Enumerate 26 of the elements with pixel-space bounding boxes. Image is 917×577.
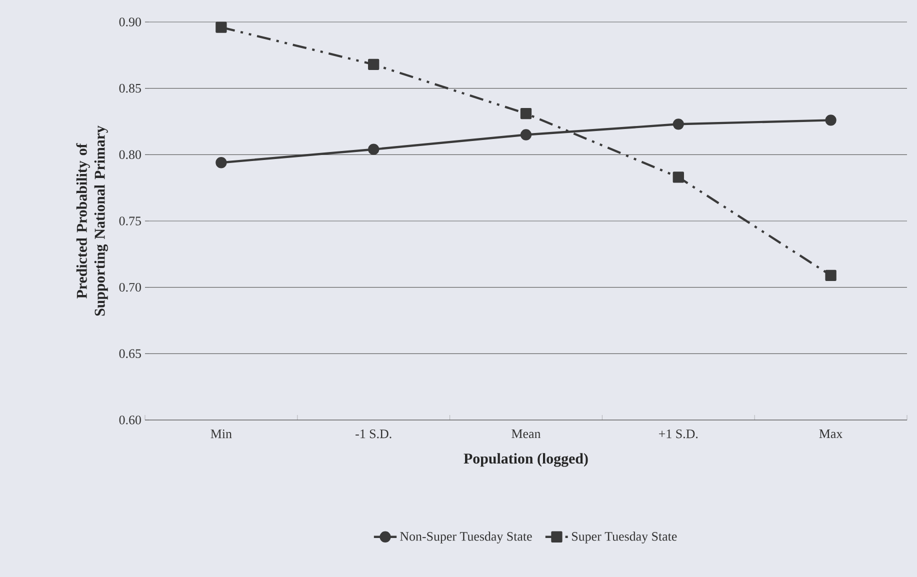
x-tick-label: +1 S.D. <box>659 430 698 438</box>
point <box>825 114 836 126</box>
point <box>368 144 380 155</box>
legend-label: Non-Super Tuesday State <box>400 532 532 544</box>
y-tick-label: 0.60 <box>119 416 141 424</box>
point <box>520 108 532 120</box>
x-tick-label: Max <box>819 430 843 438</box>
legend-label: Super Tuesday State <box>572 532 677 544</box>
point <box>672 118 684 130</box>
x-axis-title: Population (logged) <box>464 453 588 467</box>
x-tick-label: Mean <box>512 430 541 438</box>
point <box>520 129 532 140</box>
x-tick-label: Min <box>210 430 232 438</box>
point <box>368 58 380 70</box>
y-tick-label: 0.85 <box>119 84 141 93</box>
point <box>672 172 684 183</box>
y-tick-label: 0.70 <box>119 282 141 292</box>
x-tick-label: -1 S.D. <box>356 430 392 438</box>
point <box>825 270 836 281</box>
y-tick-label: 0.80 <box>119 150 141 160</box>
point <box>216 157 227 168</box>
y-tick-label: 0.75 <box>119 216 141 226</box>
y-tick-label: 0.90 <box>119 18 141 26</box>
point <box>216 22 227 33</box>
y-tick-label: 0.65 <box>119 349 141 358</box>
y-axis-title: Predicted Probability of Supporting National Primary <box>76 126 108 316</box>
